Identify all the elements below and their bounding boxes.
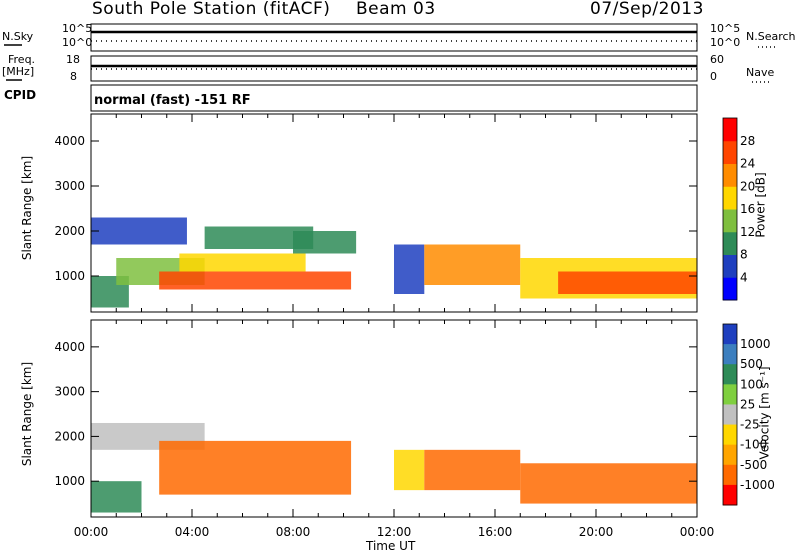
- date-title: 07/Sep/2013: [590, 0, 704, 19]
- velocity-ytick-label: 3000: [54, 385, 85, 399]
- nave-tick-high: 60: [710, 53, 724, 66]
- velocity-colorbar-tick: 100: [740, 377, 763, 391]
- power-colorbar-segment: [723, 277, 737, 301]
- velocity-colorbar-tick: -100: [740, 438, 767, 452]
- time-xtick-label: 00:00: [680, 525, 715, 539]
- power-echo-region: [394, 244, 425, 294]
- velocity-colorbar-segment: [723, 324, 737, 345]
- power-colorbar-frame: [722, 117, 738, 301]
- freq-label: Freq.: [8, 53, 36, 66]
- power-echo-region: [558, 271, 697, 294]
- cpid-text: normal (fast) -151 RF: [94, 93, 251, 108]
- power-colorbar-segment: [723, 231, 737, 255]
- velocity-ytick-label: 2000: [54, 429, 85, 443]
- nsky-panel-frame: [90, 23, 698, 52]
- nsearch-tick-high: 10^5: [710, 22, 741, 35]
- freq-unit: [MHz]: [2, 65, 35, 78]
- velocity-echo-region: [159, 440, 352, 495]
- power-echo-region: [179, 253, 306, 272]
- time-xtick-label: 04:00: [175, 525, 210, 539]
- power-colorbar-segment: [723, 254, 737, 278]
- power-colorbar-tick: 20: [740, 179, 755, 193]
- velocity-colorbar-segment: [723, 424, 737, 446]
- beam-title: Beam 03: [356, 0, 436, 19]
- cpid-label: CPID: [4, 88, 37, 102]
- freq-tick-low: 8: [70, 70, 77, 83]
- time-xlabel: Time UT: [366, 539, 416, 553]
- velocity-colorbar-segment: [723, 464, 737, 486]
- nsky-tick-high: 10^5: [62, 22, 93, 35]
- nsearch-label: N.Search: [746, 30, 796, 43]
- power-ytick-label: 2000: [54, 224, 85, 238]
- velocity-colorbar-segment: [723, 444, 737, 466]
- power-echo-region: [91, 217, 187, 245]
- power-colorbar-segment: [723, 140, 737, 164]
- velocity-colorbar-frame: [722, 323, 738, 506]
- freq-tick-high: 18: [66, 53, 80, 66]
- nave-tick-low: 0: [710, 70, 717, 83]
- power-colorbar-segment: [723, 163, 737, 187]
- velocity-echo-region: [91, 481, 142, 513]
- nave-label: Nave: [746, 66, 775, 79]
- power-ytick-label: 4000: [54, 134, 85, 148]
- velocity-echo-region: [424, 449, 521, 491]
- power-colorbar-segment: [723, 186, 737, 210]
- time-xtick-label: 12:00: [377, 525, 412, 539]
- power-colorbar-tick: 28: [740, 134, 755, 148]
- velocity-colorbar-tick: -1000: [740, 478, 775, 492]
- velocity-colorbar-tick: 1000: [740, 337, 771, 351]
- power-colorbar-segment: [723, 209, 737, 233]
- power-ytick-label: 1000: [54, 269, 85, 283]
- velocity-colorbar-segment: [723, 344, 737, 365]
- velocity-colorbar-tick: -25: [740, 418, 760, 432]
- velocity-colorbar-segment: [723, 484, 737, 506]
- power-echo-region: [424, 244, 521, 285]
- velocity-colorbar-tick: -500: [740, 458, 767, 472]
- velocity-colorbar-segment: [723, 404, 737, 426]
- power-colorbar-tick: 16: [740, 202, 755, 216]
- nsky-label: N.Sky: [2, 30, 34, 43]
- velocity-colorbar-segment: [723, 384, 737, 405]
- velocity-ytick-label: 4000: [54, 340, 85, 354]
- velocity-colorbar-tick: 500: [740, 357, 763, 371]
- power-colorbar-tick: 24: [740, 157, 755, 171]
- power-colorbar-tick: 4: [740, 270, 748, 284]
- power-echo-region: [293, 231, 357, 254]
- velocity-echo-region: [394, 449, 425, 491]
- station-title: South Pole Station (fitACF): [92, 0, 331, 19]
- velocity-colorbar-segment: [723, 364, 737, 385]
- time-xtick-label: 16:00: [478, 525, 513, 539]
- time-xtick-label: 08:00: [276, 525, 311, 539]
- velocity-colorbar-tick: 25: [740, 397, 755, 411]
- power-echo-region: [204, 226, 314, 249]
- power-ytick-label: 3000: [54, 179, 85, 193]
- power-colorbar-tick: 8: [740, 248, 748, 262]
- cpid-panel-frame: [90, 84, 698, 112]
- power-colorbar-tick: 12: [740, 225, 755, 239]
- velocity-ytick-label: 1000: [54, 474, 85, 488]
- power-colorbar-segment: [723, 118, 737, 142]
- power-echo-region: [159, 271, 352, 290]
- velocity-echo-region: [520, 463, 697, 504]
- nsky-tick-low: 10^0: [62, 36, 93, 49]
- time-xtick-label: 00:00: [74, 525, 109, 539]
- time-xtick-label: 20:00: [579, 525, 614, 539]
- nsearch-tick-low: 10^0: [710, 36, 741, 49]
